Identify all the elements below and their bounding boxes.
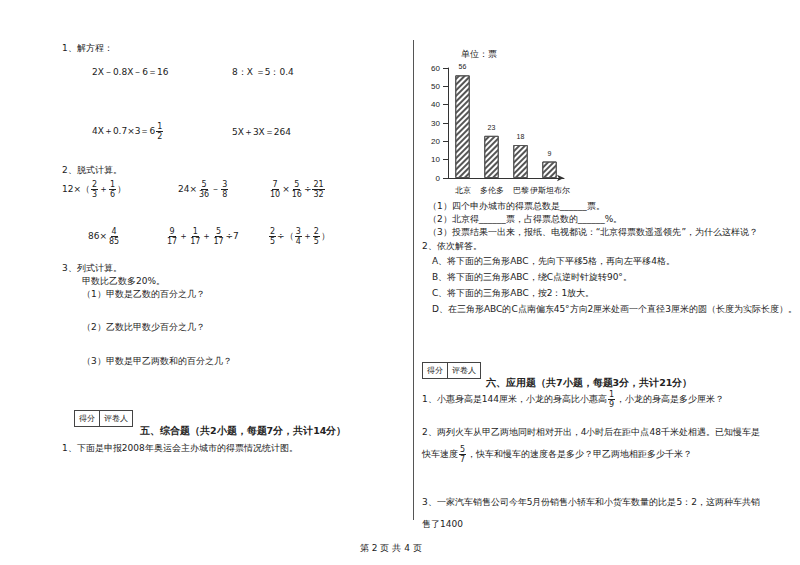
html-text:2、依次解答。: 2、依次解答。 <box>422 241 482 251</box>
html-text:32: 32 <box>313 190 324 199</box>
html-text:六、应用题（共7小题，每题3分，共计21分）: 六、应用题（共7小题，每题3分，共计21分） <box>486 377 693 388</box>
html-text:6: 6 <box>110 190 116 199</box>
html-text:（2）乙数比甲数少百分之几？: （2）乙数比甲数少百分之几？ <box>82 322 205 332</box>
html-text:＋1: ＋1 <box>99 180 116 194</box>
html-text:评卷人: 评卷人 <box>452 366 476 375</box>
html-text:3: 3 <box>92 190 98 199</box>
svg-text:10: 10 <box>431 155 440 164</box>
html-text:8: 8 <box>222 190 228 199</box>
html-text:÷7: ÷7 <box>225 231 239 241</box>
html-text:＋ 5: ＋ 5 <box>202 227 221 241</box>
svg-text:20: 20 <box>431 137 440 146</box>
html-text:（1）四个申办城市的得票总数是______票。: （1）四个申办城市的得票总数是______票。 <box>428 201 605 211</box>
html-text:5: 5 <box>313 237 319 246</box>
html-text:7: 7 <box>272 180 278 189</box>
html-text:16: 16 <box>291 190 302 199</box>
html-text:1、解方程：: 1、解方程： <box>62 43 113 53</box>
svg-text:56: 56 <box>459 63 467 70</box>
html-text:4: 4 <box>111 227 117 236</box>
html-text:1: 1 <box>157 122 163 131</box>
html-text:，小龙的身高是多少厘米？: ，小龙的身高是多少厘米？ <box>616 394 724 404</box>
html-text:得分: 得分 <box>79 414 95 423</box>
html-text:2: 2 <box>270 227 276 236</box>
html-text:B、将下面的三角形ABC，绕C点逆时针旋转90°。: B、将下面的三角形ABC，绕C点逆时针旋转90°。 <box>432 272 632 282</box>
svg-text:0: 0 <box>436 174 441 183</box>
html-text:4X＋0.7×3＝6: 4X＋0.7×3＝6 <box>92 126 156 136</box>
html-text:五、综合题（共2小题，每题7分，共计14分）: 五、综合题（共2小题，每题7分，共计14分） <box>140 425 347 436</box>
html-text:，快车和慢车的速度各是多少？甲乙两地相距多少千米？: ，快车和慢车的速度各是多少？甲乙两地相距多少千米？ <box>467 449 693 459</box>
svg-text:50: 50 <box>431 82 440 91</box>
html-text:C、将下面的三角形ABC，按2：1放大。: C、将下面的三角形ABC，按2：1放大。 <box>432 288 595 298</box>
html-text:甲数比乙数多20%。: 甲数比乙数多20%。 <box>82 276 165 286</box>
svg-text:18: 18 <box>517 133 525 140</box>
svg-text:单位：票: 单位：票 <box>461 49 497 59</box>
html-text:36: 36 <box>199 190 210 199</box>
html-text:17: 17 <box>213 237 224 246</box>
svg-text:60: 60 <box>431 64 440 73</box>
html-text:3、一家汽车销售公司今年5月份销售小轿车和小货车数量的比是5: 3、一家汽车销售公司今年5月份销售小轿车和小货车数量的比是5：2，这两种车共销售… <box>422 497 760 529</box>
html-text:17: 17 <box>167 237 178 246</box>
svg-text:伊斯坦布尔: 伊斯坦布尔 <box>530 186 570 195</box>
html-text:9: 9 <box>169 227 175 236</box>
html-text:得分: 得分 <box>427 366 443 375</box>
html-text:5: 5 <box>201 180 207 189</box>
html-text:1、下面是申报2008年奥运会主办城市的得票情况统计图。: 1、下面是申报2008年奥运会主办城市的得票情况统计图。 <box>62 443 298 453</box>
html-text:86×: 86× <box>88 231 107 241</box>
svg-text:多伦多: 多伦多 <box>480 186 504 195</box>
html-text:5: 5 <box>294 180 300 189</box>
html-text:D、在三角形ABC的C点南偏东45°方向2厘米处画一个直径3: D、在三角形ABC的C点南偏东45°方向2厘米处画一个直径3厘米的圆（长度为实际… <box>432 304 798 314</box>
html-text:5X＋3X＝264: 5X＋3X＝264 <box>232 127 291 137</box>
html-text:2X－0.8X－6＝16: 2X－0.8X－6＝16 <box>92 67 169 77</box>
html-text:评卷人: 评卷人 <box>104 414 128 423</box>
html-text:÷（3: ÷（3 <box>277 227 301 241</box>
html-text:1、小惠身高是144厘米，小龙的身高比小惠高1: 1、小惠身高是144厘米，小龙的身高比小惠高1 <box>422 390 614 404</box>
svg-text:23: 23 <box>488 124 496 131</box>
html-text:2、两列火车从甲乙两地同时相对开出，4小时后在距中点48千米: 2、两列火车从甲乙两地同时相对开出，4小时后在距中点48千米处相遇。已知慢车是快… <box>422 427 760 459</box>
html-text:3、列式计算。: 3、列式计算。 <box>62 263 122 273</box>
html-text:85: 85 <box>109 237 120 246</box>
html-text:4: 4 <box>295 237 301 246</box>
html-text:（1）甲数是乙数的百分之几？: （1）甲数是乙数的百分之几？ <box>82 289 205 299</box>
html-text:＋2: ＋2 <box>302 227 319 241</box>
svg-text:40: 40 <box>431 100 440 109</box>
html-text:（2）北京得______票，占得票总数的______%。: （2）北京得______票，占得票总数的______%。 <box>428 214 623 224</box>
html-text:12×（ 2: 12×（ 2 <box>62 180 98 194</box>
html-text:A、将下面的三角形ABC，先向下平移5格，再向左平移4格。: A、将下面的三角形ABC，先向下平移5格，再向左平移4格。 <box>432 256 676 266</box>
html-text:17: 17 <box>190 237 201 246</box>
html-text:－3: －3 <box>211 180 228 194</box>
svg-text:30: 30 <box>431 119 440 128</box>
html-text:10: 10 <box>270 190 281 199</box>
html-text:＋ 1: ＋ 1 <box>179 227 198 241</box>
html-text:（3）甲数是甲乙两数和的百分之几？: （3）甲数是甲乙两数和的百分之几？ <box>82 356 232 366</box>
html-text:24×: 24× <box>178 184 197 194</box>
html-text:2、脱式计算。: 2、脱式计算。 <box>62 165 122 175</box>
svg-text:9: 9 <box>548 150 552 157</box>
html-text:2: 2 <box>157 132 163 141</box>
html-text:7: 7 <box>460 455 466 464</box>
svg-text:巴黎: 巴黎 <box>513 186 529 195</box>
html-text:（3）投票结果一出来，报纸、电视都说：“北京得票数遥遥领先”: （3）投票结果一出来，报纸、电视都说：“北京得票数遥遥领先”，为什么这样说？ <box>428 227 759 237</box>
html-text:第 2 页 共 4 页: 第 2 页 共 4 页 <box>360 543 422 553</box>
html-text:9: 9 <box>608 400 614 409</box>
html-text:÷21: ÷21 <box>303 180 324 194</box>
html-text:5: 5 <box>270 237 276 246</box>
svg-text:北京: 北京 <box>455 186 471 195</box>
html-text:8：X ＝5：0.4: 8：X ＝5：0.4 <box>232 67 294 77</box>
